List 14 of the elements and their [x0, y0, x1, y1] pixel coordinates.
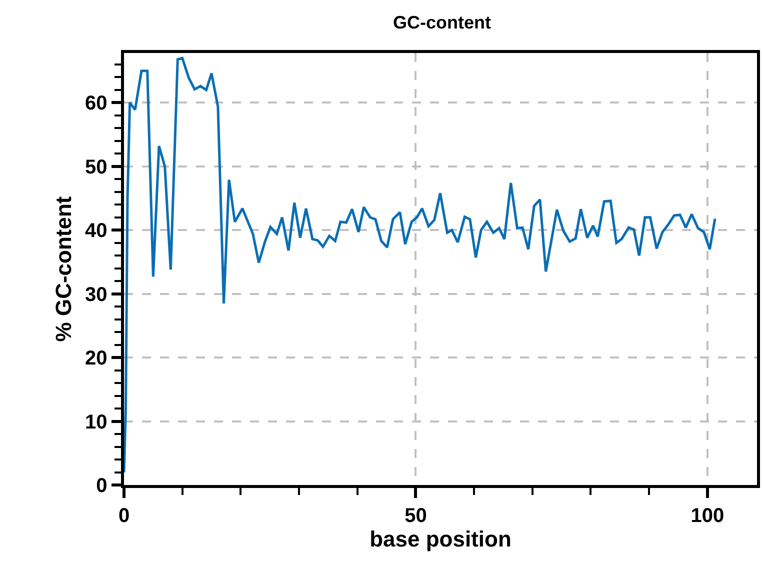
line-series — [124, 56, 716, 474]
x-tick-label: 0 — [118, 504, 130, 527]
y-tick-label: 20 — [85, 348, 108, 370]
y-tick-label: 50 — [85, 156, 108, 178]
x-axis-title: base position — [370, 526, 512, 552]
x-tick-label: 100 — [690, 504, 724, 527]
y-tick-label: 0 — [96, 475, 108, 497]
x-tick-label: 50 — [404, 504, 427, 527]
y-tick-label: 10 — [85, 411, 108, 434]
y-tick-label: 40 — [85, 220, 108, 242]
y-tick-label: 60 — [85, 92, 108, 115]
chart-title: GC-content — [392, 12, 491, 32]
y-tick-label: 30 — [85, 284, 108, 306]
y-axis-title: % GC-content — [50, 196, 76, 342]
